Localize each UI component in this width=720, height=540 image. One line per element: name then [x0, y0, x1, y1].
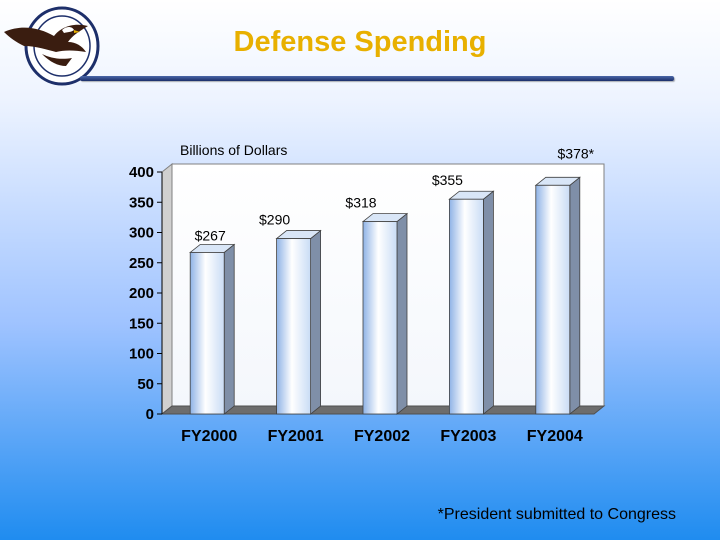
y-tick-label: 200 — [129, 285, 154, 302]
x-category-label: FY2002 — [354, 428, 410, 445]
data-label: $355 — [432, 172, 463, 188]
x-category-label: FY2003 — [440, 428, 496, 445]
bar — [362, 221, 398, 415]
y-tick-label: 50 — [137, 376, 154, 393]
bar-side — [310, 229, 322, 415]
chart-side-wall — [161, 162, 173, 416]
data-label: $378* — [558, 145, 595, 161]
bar-side — [569, 176, 581, 415]
x-category-label: FY2000 — [181, 428, 237, 445]
bar — [535, 184, 571, 415]
title-divider — [80, 76, 674, 81]
pratt-whitney-logo — [2, 2, 102, 90]
x-category-label: FY2001 — [268, 428, 324, 445]
y-tick-label: 0 — [146, 406, 154, 423]
bar-side — [396, 212, 408, 415]
y-axis-title: Billions of Dollars — [180, 142, 287, 158]
y-tick-label: 350 — [129, 194, 154, 211]
slide-title: Defense Spending — [233, 26, 487, 58]
data-label: $318 — [345, 195, 376, 211]
footnote: *President submitted to Congress — [437, 506, 676, 523]
y-tick-label: 100 — [129, 346, 154, 363]
y-tick-label: 300 — [129, 225, 154, 242]
y-tick-label: 150 — [129, 315, 154, 332]
y-tick-label: 250 — [129, 255, 154, 272]
data-label: $267 — [195, 227, 226, 243]
x-category-label: FY2004 — [527, 428, 583, 445]
bar — [189, 252, 225, 415]
data-label: $290 — [259, 212, 290, 228]
y-tick-label: 400 — [129, 164, 154, 181]
bar — [276, 238, 312, 415]
bar-side — [482, 190, 494, 415]
pratt-whitney-eagle-logo-icon — [4, 6, 100, 86]
bar-side — [223, 243, 235, 415]
bar — [448, 198, 484, 415]
